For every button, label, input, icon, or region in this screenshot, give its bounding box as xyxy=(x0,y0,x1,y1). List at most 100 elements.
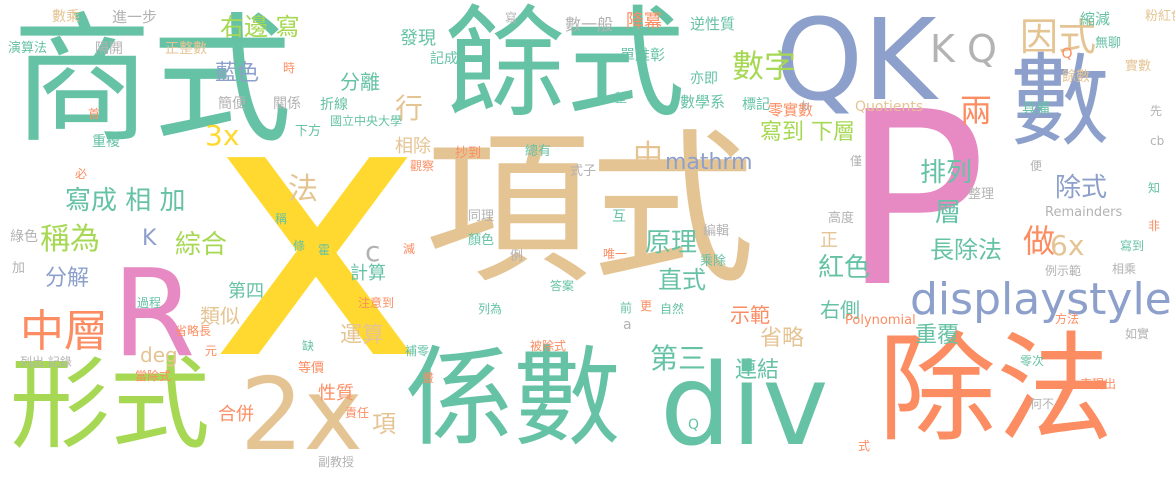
word-36: 紅色 xyxy=(818,253,871,283)
word-55: deg xyxy=(140,343,178,367)
word-77: 進一步 xyxy=(112,8,158,26)
word-116: a xyxy=(623,317,632,333)
word-86: 觀察 xyxy=(410,159,435,173)
word-27: 稱為 xyxy=(40,222,100,257)
word-73: 無聊 xyxy=(1095,36,1122,51)
word-148: 整 xyxy=(615,91,628,105)
word-139: 稱 xyxy=(275,212,288,226)
word-126: 等價 xyxy=(298,361,325,376)
word-68: 亦即 xyxy=(690,71,718,87)
word-138: 時 xyxy=(283,61,296,75)
word-58: 發現 xyxy=(400,28,436,49)
word-78: 演算法 xyxy=(8,41,48,56)
word-119: 注意到 xyxy=(358,296,395,310)
word-3: 商式 xyxy=(12,0,293,163)
word-85: 重複 xyxy=(92,134,120,150)
word-19: 中 xyxy=(633,139,663,174)
word-62: 數一般 xyxy=(565,15,614,34)
word-111: 表現出 xyxy=(1080,377,1117,391)
word-124: 補零 xyxy=(405,344,430,358)
word-9: QK xyxy=(775,0,937,126)
word-8: 形式 xyxy=(10,346,210,463)
word-74: 粉紅色 xyxy=(1145,9,1175,24)
word-122: 元 xyxy=(205,344,218,358)
word-99: Remainders xyxy=(1045,205,1123,220)
word-44: 省略 xyxy=(760,326,805,351)
word-83: 下方 xyxy=(295,124,322,139)
word-93: 唯一 xyxy=(603,247,628,261)
vword-0: Q xyxy=(1059,46,1075,61)
word-54: 類似 xyxy=(200,304,240,328)
word-141: 霍 xyxy=(318,243,331,257)
word-48: 示範 xyxy=(730,303,770,327)
word-32: 分解 xyxy=(45,266,90,291)
word-123: 被除式 xyxy=(530,339,567,353)
word-102: 相乘 xyxy=(1112,262,1137,276)
word-41: 層 xyxy=(935,198,962,228)
word-53: 第四 xyxy=(228,281,264,302)
word-140: 條 xyxy=(293,239,306,253)
word-96: 互 xyxy=(612,209,626,225)
word-84: 折線 xyxy=(320,97,348,113)
word-28: 法 xyxy=(288,172,318,207)
word-26: 寫成 相 加 xyxy=(65,186,186,216)
word-13: displaystyle xyxy=(910,274,1172,325)
word-108: 方法 xyxy=(1055,312,1080,326)
word-66: 零實數 xyxy=(768,101,814,119)
word-56: 項 xyxy=(372,410,396,438)
word-97: 高度 xyxy=(828,211,855,226)
word-118: 列為 xyxy=(478,302,503,316)
word-79: 隔開 xyxy=(95,41,123,57)
word-2: P xyxy=(842,60,987,340)
word-112: 何不 xyxy=(1030,397,1055,411)
word-67: 標記 xyxy=(742,97,770,113)
word-10: 數 xyxy=(1010,43,1110,160)
word-33: c xyxy=(365,235,381,268)
word-107: Polynomial xyxy=(845,313,916,328)
word-1: 項式 xyxy=(425,114,755,306)
word-91: 顏色 xyxy=(468,233,495,248)
word-100: 寫到 xyxy=(1120,239,1145,253)
word-63: 單維彰 xyxy=(620,46,666,64)
word-57: 相除 xyxy=(395,136,431,157)
word-34: 原理 xyxy=(645,228,698,258)
word-132: 式 xyxy=(858,439,871,453)
word-18: 兩 xyxy=(960,92,993,130)
word-92: 例 xyxy=(510,249,524,264)
word-142: 減 xyxy=(403,242,416,256)
word-106: cb xyxy=(1150,134,1165,148)
word-4: 餘式 xyxy=(445,0,685,134)
word-94: 乘除 xyxy=(700,254,727,269)
word-12: R xyxy=(112,245,196,384)
word-125: 缺 xyxy=(302,339,315,353)
word-145: b xyxy=(802,99,810,113)
word-110: 零次 xyxy=(1020,354,1045,368)
word-146: 正 xyxy=(820,230,838,251)
word-81: 簡便 xyxy=(218,96,246,112)
word-7: div xyxy=(660,341,829,471)
word-31: K xyxy=(142,226,157,251)
word-49: 運算 xyxy=(340,323,385,348)
word-98: 整理 xyxy=(968,187,995,202)
word-38: 6x xyxy=(1050,229,1085,262)
word-11: 2x xyxy=(240,356,363,473)
word-35: 直式 xyxy=(658,266,706,294)
word-130: 畫 xyxy=(422,371,435,385)
word-137: 必 xyxy=(75,167,88,181)
word-128: 責任 xyxy=(345,406,370,420)
word-51: 合併 xyxy=(218,404,254,425)
word-42: 排列 xyxy=(920,158,973,188)
word-17: 數字 xyxy=(732,47,797,85)
word-61: 降冪 xyxy=(626,11,662,32)
word-30: 綜合 xyxy=(175,230,228,260)
word-90: 同理 xyxy=(468,209,495,224)
word-101: 例示範 xyxy=(1045,264,1082,278)
word-127: 當除式 xyxy=(135,369,172,383)
word-109: 如實 xyxy=(1125,327,1150,341)
word-120: 過程 xyxy=(137,296,162,310)
word-75: 實數 xyxy=(1125,59,1152,74)
word-134: 加 xyxy=(12,261,26,276)
word-0: x xyxy=(210,20,424,439)
word-40: 除式 xyxy=(1055,173,1108,203)
